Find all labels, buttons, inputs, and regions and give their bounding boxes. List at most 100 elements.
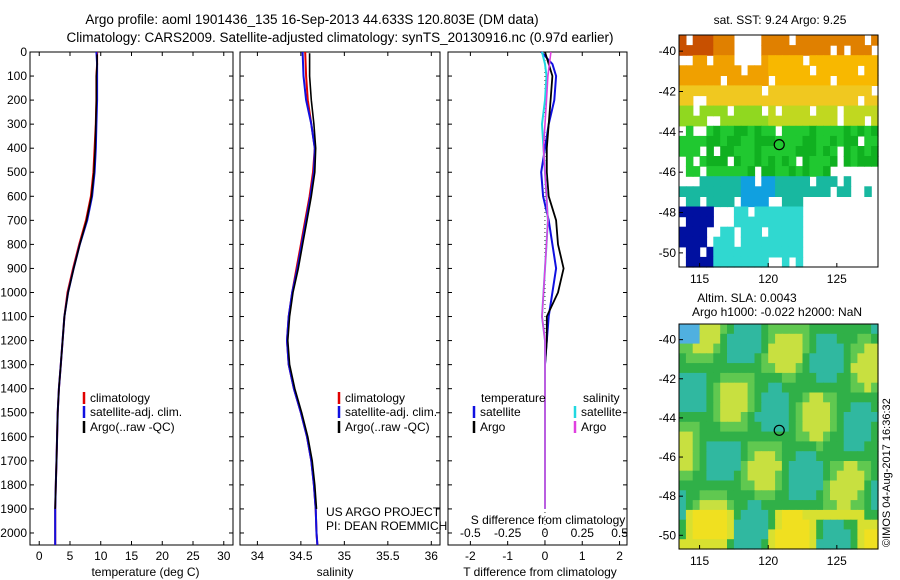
sla-map-cell bbox=[768, 519, 776, 531]
sla-map-cell bbox=[720, 539, 728, 550]
sla-map-cell bbox=[871, 431, 879, 442]
sst-map-cell bbox=[836, 135, 845, 147]
sal-series-argo bbox=[286, 53, 318, 509]
sla-map-cell bbox=[816, 490, 824, 501]
sla-map-cell bbox=[747, 343, 756, 354]
sla-map-cell bbox=[747, 500, 756, 511]
sst-map-cell bbox=[761, 95, 769, 107]
sla-map-ytick-label: -48 bbox=[659, 489, 677, 503]
sla-map-cell bbox=[740, 402, 749, 413]
sla-map-xtick-label: 125 bbox=[827, 554, 847, 568]
sla-map-cell bbox=[761, 529, 769, 540]
sla-map-cell bbox=[720, 490, 728, 501]
sla-map-cell bbox=[809, 519, 817, 531]
sla-map-cell bbox=[781, 324, 790, 335]
sst-map-cell bbox=[768, 146, 776, 157]
sla-map-cell bbox=[836, 324, 845, 335]
diff-s-tick-label: -0.5 bbox=[460, 526, 481, 540]
sla-map-cell bbox=[843, 363, 852, 374]
sla-map-cell bbox=[871, 470, 879, 482]
sla-map-cell bbox=[747, 333, 756, 345]
sst-map-cell bbox=[768, 216, 776, 228]
sst-map-cell bbox=[809, 156, 817, 167]
sst-map-cell bbox=[679, 146, 687, 157]
sst-map-cell bbox=[768, 95, 776, 107]
sst-map-cell bbox=[706, 85, 714, 97]
sla-map-cell bbox=[857, 500, 865, 511]
sla-map-cell bbox=[679, 353, 687, 364]
sst-map-cell bbox=[864, 95, 872, 107]
sla-map-cell bbox=[713, 402, 721, 413]
sst-map-cell bbox=[768, 65, 776, 76]
sst-map-cell bbox=[733, 95, 742, 107]
sst-map-cell bbox=[768, 206, 776, 218]
sla-map-cell bbox=[754, 392, 762, 403]
sla-map-cell bbox=[843, 431, 852, 442]
sst-map-cell bbox=[727, 135, 735, 147]
sst-map-cell bbox=[692, 75, 701, 86]
sst-map-cell bbox=[795, 206, 804, 218]
sst-map-cell bbox=[836, 45, 845, 56]
sla-map-cell bbox=[679, 343, 687, 354]
sst-map-cell bbox=[830, 35, 838, 46]
sst-map-cell bbox=[713, 65, 721, 76]
sst-map-cell bbox=[850, 135, 859, 147]
sla-map-cell bbox=[747, 441, 756, 452]
temp-series-climatology bbox=[54, 52, 99, 545]
sla-map-cell bbox=[720, 353, 728, 364]
sla-map-cell bbox=[685, 480, 694, 491]
sla-map-cell bbox=[857, 402, 865, 413]
sst-map-cell bbox=[795, 176, 804, 187]
sla-map-cell bbox=[740, 529, 749, 540]
sla-map-cell bbox=[809, 324, 817, 335]
sla-map-cell bbox=[802, 333, 810, 345]
sla-map-cell bbox=[706, 451, 714, 462]
sla-map-cell bbox=[816, 363, 824, 374]
sla-map-cell bbox=[754, 451, 762, 462]
sla-map-cell bbox=[733, 372, 742, 384]
sst-map-cell bbox=[754, 105, 762, 117]
sst-map-cell bbox=[754, 206, 762, 218]
sla-map-cell bbox=[706, 324, 714, 335]
sla-map-cell bbox=[830, 500, 838, 511]
sla-map-cell bbox=[754, 343, 762, 354]
sla-map-cell bbox=[761, 421, 769, 433]
diff-s-tick-label: 0.25 bbox=[571, 526, 595, 540]
sla-map-cell bbox=[830, 431, 838, 442]
sla-map-cell bbox=[823, 519, 831, 531]
sst-map-cell bbox=[768, 226, 776, 238]
sla-map-cell bbox=[775, 363, 783, 374]
sst-map-cell bbox=[754, 95, 762, 107]
sst-map-cell bbox=[795, 85, 804, 97]
sla-map-cell bbox=[830, 509, 838, 521]
sla-map-cell bbox=[802, 324, 810, 335]
sla-map-cell bbox=[679, 363, 687, 374]
sst-map-cell bbox=[706, 65, 714, 76]
sla-map-cell bbox=[809, 451, 817, 462]
sla-map-cell bbox=[823, 461, 831, 472]
sla-map-cell bbox=[830, 343, 838, 354]
sla-map-cell bbox=[740, 480, 749, 491]
sla-map-cell bbox=[775, 490, 783, 501]
sst-map-cell bbox=[830, 135, 838, 147]
salinity-panel: 34 34.5 35 35.5 36 climatologysatellite-adj. … bbox=[239, 51, 441, 579]
sla-map-cell bbox=[850, 461, 859, 472]
sla-map-cell bbox=[713, 421, 721, 433]
sla-map-title: Altim. SLA: 0.0043 bbox=[697, 291, 797, 305]
sla-map-cell bbox=[775, 509, 783, 521]
sla-map-cell bbox=[781, 343, 790, 354]
sla-map-cell bbox=[768, 539, 776, 550]
sla-map-cell bbox=[699, 333, 708, 345]
sla-map-cell bbox=[809, 343, 817, 354]
sst-map-cell bbox=[679, 75, 687, 86]
sla-map-cell bbox=[713, 539, 721, 550]
sla-map-cell bbox=[823, 441, 831, 452]
sla-map-cell bbox=[706, 363, 714, 374]
sla-map-cell bbox=[699, 324, 708, 335]
sst-map-cell bbox=[795, 246, 804, 258]
sla-map-cell bbox=[706, 343, 714, 354]
sst-map-cell bbox=[740, 186, 749, 197]
sla-map-cell bbox=[788, 490, 797, 501]
sst-map-cell bbox=[699, 45, 708, 56]
sla-map-cell bbox=[699, 431, 708, 442]
